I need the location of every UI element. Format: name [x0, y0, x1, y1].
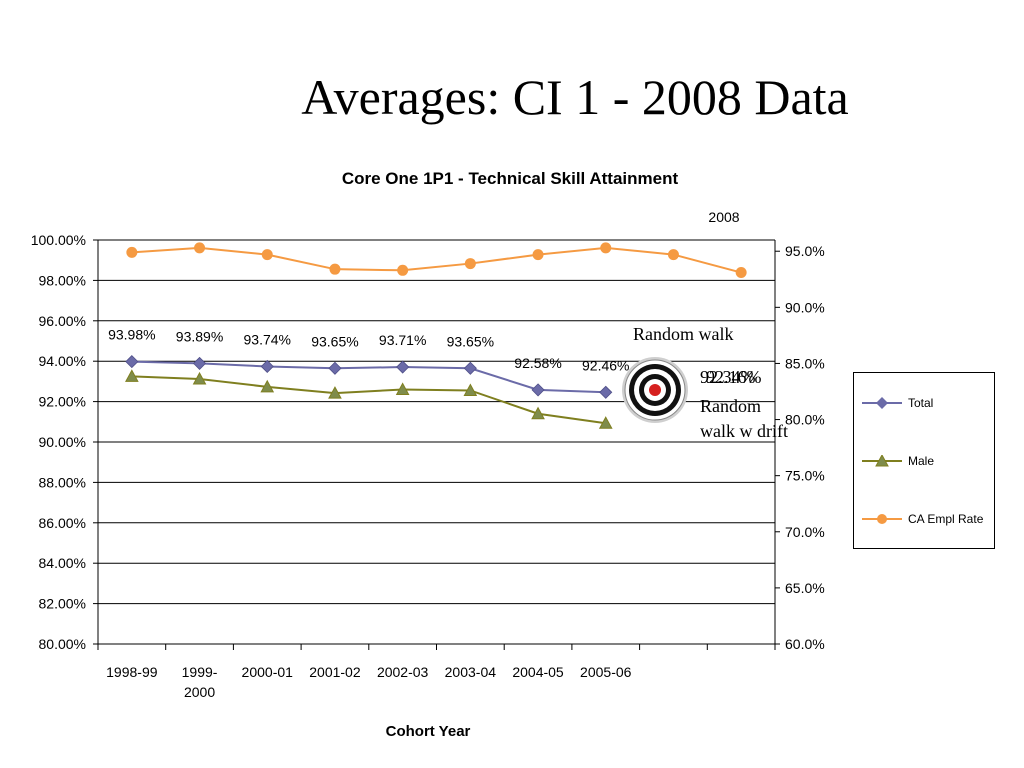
data-point: [125, 369, 139, 382]
right-tick-label: 70.0%: [785, 524, 825, 540]
left-tick-label: 86.00%: [39, 515, 86, 531]
chart-top-label: 2008: [708, 209, 739, 225]
data-label: 93.65%: [447, 333, 494, 349]
legend-item-total: Total: [862, 396, 933, 410]
random-walk-drift-line1: Random: [700, 396, 761, 416]
x-tick-label: 2000-01: [242, 664, 294, 680]
legend-marker-ca-empl-rate: [862, 514, 902, 524]
gridlines: [98, 239, 775, 645]
data-point: [126, 246, 138, 258]
right-axis-ticks: 60.0% 65.0% 70.0% 75.0% 80.0% 85.0% 90.0% 95.0%: [775, 243, 825, 652]
data-point: [397, 264, 409, 276]
x-tick-label: 1999-2000: [182, 664, 218, 700]
target-icon: [622, 357, 688, 423]
left-tick-label: 94.00%: [39, 353, 86, 369]
right-tick-label: 60.0%: [785, 636, 825, 652]
left-axis-ticks: 80.00% 82.00% 84.00% 86.00% 88.00% 90.00% 92.0…: [31, 232, 98, 652]
data-label: 93.98%: [108, 327, 155, 343]
data-point: [328, 386, 342, 399]
x-axis-ticks: 1998-99 1999-2000 2000-01 2001-02 2002-03 200…: [97, 644, 776, 700]
right-tick-label: 75.0%: [785, 468, 825, 484]
slide-title: Averages: CI 1 - 2008 Data: [301, 69, 849, 125]
data-point: [260, 359, 274, 374]
left-tick-label: 80.00%: [39, 636, 86, 652]
right-tick-label: 65.0%: [785, 580, 825, 596]
left-tick-label: 96.00%: [39, 313, 86, 329]
x-tick-label: 2004-05: [512, 664, 564, 680]
data-label: 92.58%: [514, 355, 561, 371]
legend-marker-male: [862, 455, 902, 467]
data-point: [194, 242, 206, 254]
data-point: [464, 258, 476, 270]
left-tick-label: 84.00%: [39, 555, 86, 571]
series-line: [131, 360, 606, 394]
x-tick-label: 2005-06: [580, 664, 632, 680]
data-point: [531, 383, 545, 397]
data-point: [463, 383, 478, 396]
legend-label-ca-empl-rate: CA Empl Rate: [908, 512, 984, 526]
data-point: [667, 249, 679, 261]
data-point: [192, 356, 207, 370]
data-point: [463, 361, 477, 375]
right-tick-label: 90.0%: [785, 299, 825, 315]
data-point: [260, 379, 275, 393]
data-label: 93.89%: [176, 328, 223, 344]
data-point: [532, 249, 544, 261]
series-line: [131, 375, 606, 425]
right-tick-label: 95.0%: [785, 243, 825, 259]
left-tick-label: 82.00%: [39, 596, 86, 612]
right-tick-label: 85.0%: [785, 355, 825, 371]
data-point: [735, 267, 747, 279]
x-tick-label: 2001-02: [309, 664, 361, 680]
right-tick-label: 80.0%: [785, 412, 825, 428]
series-line: [131, 246, 742, 274]
data-point: [600, 242, 612, 254]
legend-label-total: Total: [908, 396, 934, 410]
data-point: [328, 361, 342, 375]
x-tick-label: 1998-99: [106, 664, 158, 680]
left-tick-label: 92.00%: [39, 394, 86, 410]
overlap-value-a: 92.34%: [700, 367, 756, 387]
data-point: [598, 416, 613, 429]
random-walk-label: Random walk: [633, 324, 734, 344]
left-tick-label: 98.00%: [39, 272, 86, 288]
data-point: [599, 385, 613, 399]
data-point: [395, 382, 410, 395]
data-point: [192, 371, 207, 385]
left-tick-label: 100.00%: [31, 232, 86, 248]
data-point: [261, 249, 273, 261]
legend-marker-total: [862, 397, 902, 409]
legend-label-male: Male: [908, 454, 935, 468]
overlap-value-b: 92.16%: [706, 367, 762, 387]
data-point: [396, 360, 410, 374]
data-point: [125, 355, 139, 369]
x-tick-label: 2002-03: [377, 664, 429, 680]
legend: Total Male CA Empl Rate: [853, 372, 995, 549]
chart-title: Core One 1P1 - Technical Skill Attainmen…: [342, 169, 679, 188]
legend-item-ca-empl-rate: CA Empl Rate: [862, 512, 983, 526]
legend-item-male: Male: [862, 454, 934, 468]
data-label: 93.65%: [311, 333, 358, 349]
data-point: [329, 263, 341, 275]
random-walk-drift-line2: walk w drift: [700, 421, 788, 441]
data-label: 93.71%: [379, 332, 426, 348]
data-label: 93.74%: [244, 331, 291, 347]
x-axis-label: Cohort Year: [386, 723, 471, 740]
data-labels: 93.98% 93.89% 93.74% 93.65% 93.71% 93.65% 92.5…: [108, 327, 629, 374]
data-point: [531, 406, 545, 420]
x-tick-label: 2003-04: [445, 664, 497, 680]
data-label: 92.46%: [582, 357, 629, 373]
series-layer: [125, 242, 747, 429]
left-tick-label: 88.00%: [39, 474, 86, 490]
left-tick-label: 90.00%: [39, 434, 86, 450]
